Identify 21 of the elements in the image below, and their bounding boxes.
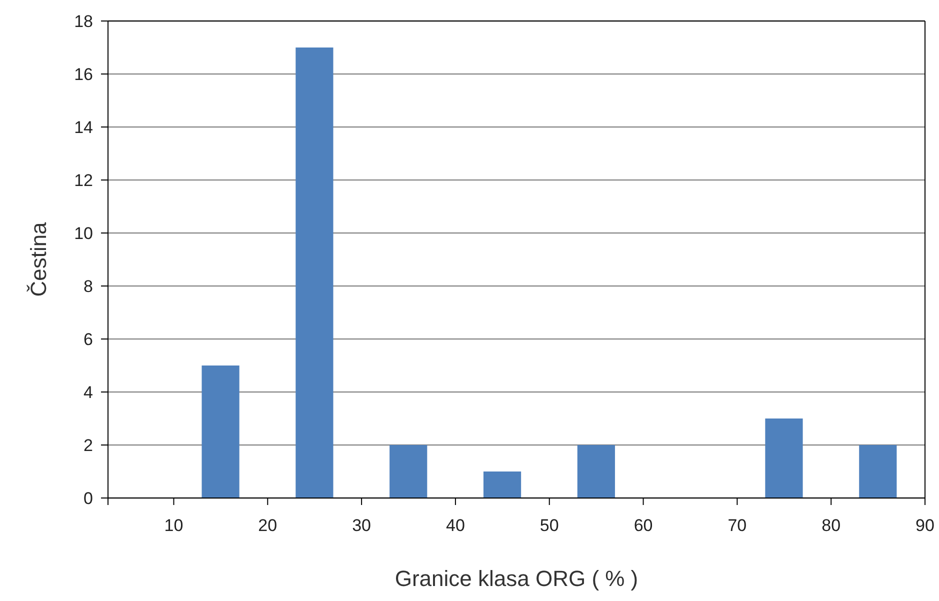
- y-tick-label: 10: [74, 224, 93, 244]
- x-tick-label: 40: [446, 516, 465, 536]
- x-tick-label: 10: [164, 516, 184, 536]
- x-tick-label: 70: [728, 516, 747, 536]
- y-tick-label: 16: [74, 65, 93, 84]
- x-tick-label: 30: [352, 516, 372, 536]
- y-tick-label: 18: [74, 12, 93, 32]
- y-tick-label: 8: [84, 277, 93, 296]
- y-axis-title: Čestina: [26, 221, 51, 297]
- y-tick-label: 12: [74, 171, 93, 190]
- y-tick-label: 0: [84, 489, 93, 508]
- x-tick-label: 60: [634, 516, 653, 536]
- x-tick-label: 90: [916, 516, 934, 536]
- y-tick-label: 4: [84, 383, 93, 402]
- x-tick-label: 50: [540, 516, 559, 536]
- y-tick-label: 14: [74, 118, 93, 138]
- y-tick-label: 6: [84, 330, 93, 350]
- y-tick-label: 2: [84, 436, 93, 456]
- x-tick-label: 80: [822, 516, 841, 536]
- x-tick-label: 20: [258, 516, 278, 536]
- x-axis-title: Granice klasa ORG ( % ): [394, 566, 638, 591]
